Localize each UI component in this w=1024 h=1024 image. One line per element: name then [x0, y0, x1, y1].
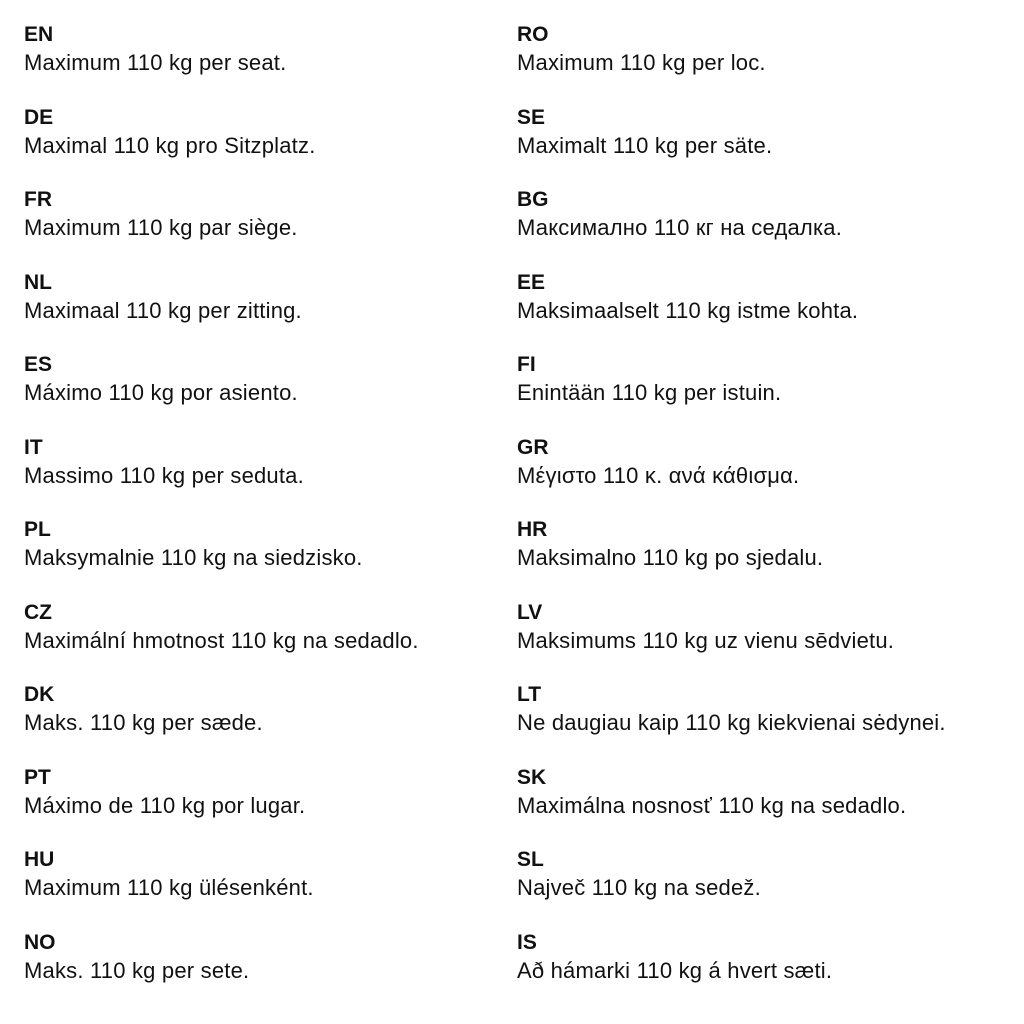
weight-limit-text: Maximaal 110 kg per zitting.	[24, 297, 302, 323]
language-code: ES	[24, 353, 53, 376]
language-entry: HR Maksimalno 110 kg po sjedalu.	[517, 517, 946, 600]
weight-limit-text: Maximum 110 kg per seat.	[24, 50, 287, 75]
language-entry: IT Massimo 110 kg per seduta.	[24, 435, 419, 518]
language-entry: SE Maximalt 110 kg per säte.	[517, 105, 946, 188]
language-entry: BG Максимално 110 кг на седалка.	[517, 187, 946, 270]
language-entry: LT Ne daugiau kaip 110 kg kiekvienai sėdy…	[517, 682, 946, 765]
weight-limit-text: Maximum 110 kg par siège.	[24, 215, 298, 240]
language-code: EN	[24, 23, 54, 46]
language-code: IS	[517, 930, 537, 954]
weight-limit-text: Максимално 110 кг на седалка.	[517, 215, 843, 240]
language-entry: PT Máximo de 110 kg por lugar.	[24, 765, 419, 848]
language-code: SK	[517, 765, 547, 789]
weight-limit-text: Maximal 110 kg pro Sitzplatz.	[24, 132, 316, 158]
language-entry: ES Máximo 110 kg por asiento.	[24, 352, 419, 435]
language-code: DK	[24, 683, 55, 706]
language-code: DE	[24, 105, 54, 129]
language-entry: EE Maksimaalselt 110 kg istme kohta.	[517, 270, 946, 353]
language-code: EE	[517, 270, 546, 294]
weight-limit-text: Massimo 110 kg per seduta.	[24, 462, 304, 488]
weight-limit-text: Enintään 110 kg per istuin.	[517, 380, 782, 405]
language-entry: NO Maks. 110 kg per sete.	[24, 930, 419, 1013]
language-code: BG	[517, 188, 549, 211]
weight-limit-text: Največ 110 kg na sedež.	[517, 875, 761, 900]
language-entry: RO Maximum 110 kg per loc.	[517, 22, 946, 105]
language-entry: GR Μέγιστο 110 κ. ανά κάθισμα.	[517, 435, 946, 518]
language-entry: HU Maximum 110 kg ülésenként.	[24, 847, 419, 930]
language-code: FI	[517, 353, 536, 376]
language-code: NO	[24, 930, 56, 954]
left-column: EN Maximum 110 kg per seat. DE Maximal 110 …	[24, 22, 419, 1012]
weight-limit-text: Maximálna nosnosť 110 kg na sedadlo.	[517, 792, 907, 818]
language-code: SL	[517, 848, 544, 871]
language-entry: CZ Maximální hmotnost 110 kg na sedadlo.	[24, 600, 419, 683]
language-entry: FR Maximum 110 kg par siège.	[24, 187, 419, 270]
language-code: PT	[24, 765, 51, 789]
language-code: GR	[517, 435, 549, 459]
weight-limit-text: Ne daugiau kaip 110 kg kiekvienai sėdyne…	[517, 710, 946, 735]
weight-limit-text: Maximum 110 kg per loc.	[517, 50, 766, 75]
language-code: NL	[24, 270, 52, 294]
language-code: SE	[517, 105, 546, 129]
language-code: LT	[517, 683, 542, 706]
language-entry: EN Maximum 110 kg per seat.	[24, 22, 419, 105]
language-entry: IS Að hámarki 110 kg á hvert sæti.	[517, 930, 946, 1013]
weight-limit-text: Maximální hmotnost 110 kg na sedadlo.	[24, 627, 419, 653]
weight-limit-text: Að hámarki 110 kg á hvert sæti.	[517, 957, 833, 983]
language-entry: SL Največ 110 kg na sedež.	[517, 847, 946, 930]
language-code: HR	[517, 518, 548, 541]
language-entry: SK Maximálna nosnosť 110 kg na sedadlo.	[517, 765, 946, 848]
language-entry: DE Maximal 110 kg pro Sitzplatz.	[24, 105, 419, 188]
right-column: RO Maximum 110 kg per loc. SE Maximalt 110 …	[517, 22, 946, 1012]
language-entry: FI Enintään 110 kg per istuin.	[517, 352, 946, 435]
weight-limit-text: Maksimalno 110 kg po sjedalu.	[517, 545, 824, 570]
language-code: FR	[24, 188, 52, 211]
language-entry: NL Maximaal 110 kg per zitting.	[24, 270, 419, 353]
weight-limit-text: Μέγιστο 110 κ. ανά κάθισμα.	[517, 462, 800, 488]
weight-limit-text: Maximum 110 kg ülésenként.	[24, 875, 314, 900]
language-code: PL	[24, 518, 51, 541]
weight-limit-text: Maksimaalselt 110 kg istme kohta.	[517, 297, 859, 323]
weight-limit-text: Maksimums 110 kg uz vienu sēdvietu.	[517, 627, 895, 653]
weight-limit-text: Maksymalnie 110 kg na siedzisko.	[24, 545, 363, 570]
language-code: LV	[517, 600, 543, 624]
weight-limit-text: Maks. 110 kg per sæde.	[24, 710, 263, 735]
weight-limit-text: Maks. 110 kg per sete.	[24, 957, 250, 983]
language-code: HU	[24, 848, 55, 871]
language-entry: LV Maksimums 110 kg uz vienu sēdvietu.	[517, 600, 946, 683]
weight-limit-text: Máximo 110 kg por asiento.	[24, 380, 298, 405]
language-code: CZ	[24, 600, 52, 624]
language-entry: DK Maks. 110 kg per sæde.	[24, 682, 419, 765]
language-code: IT	[24, 435, 43, 459]
language-entry: PL Maksymalnie 110 kg na siedzisko.	[24, 517, 419, 600]
language-code: RO	[517, 23, 549, 46]
weight-limit-text: Maximalt 110 kg per säte.	[517, 132, 773, 158]
weight-limit-text: Máximo de 110 kg por lugar.	[24, 792, 306, 818]
